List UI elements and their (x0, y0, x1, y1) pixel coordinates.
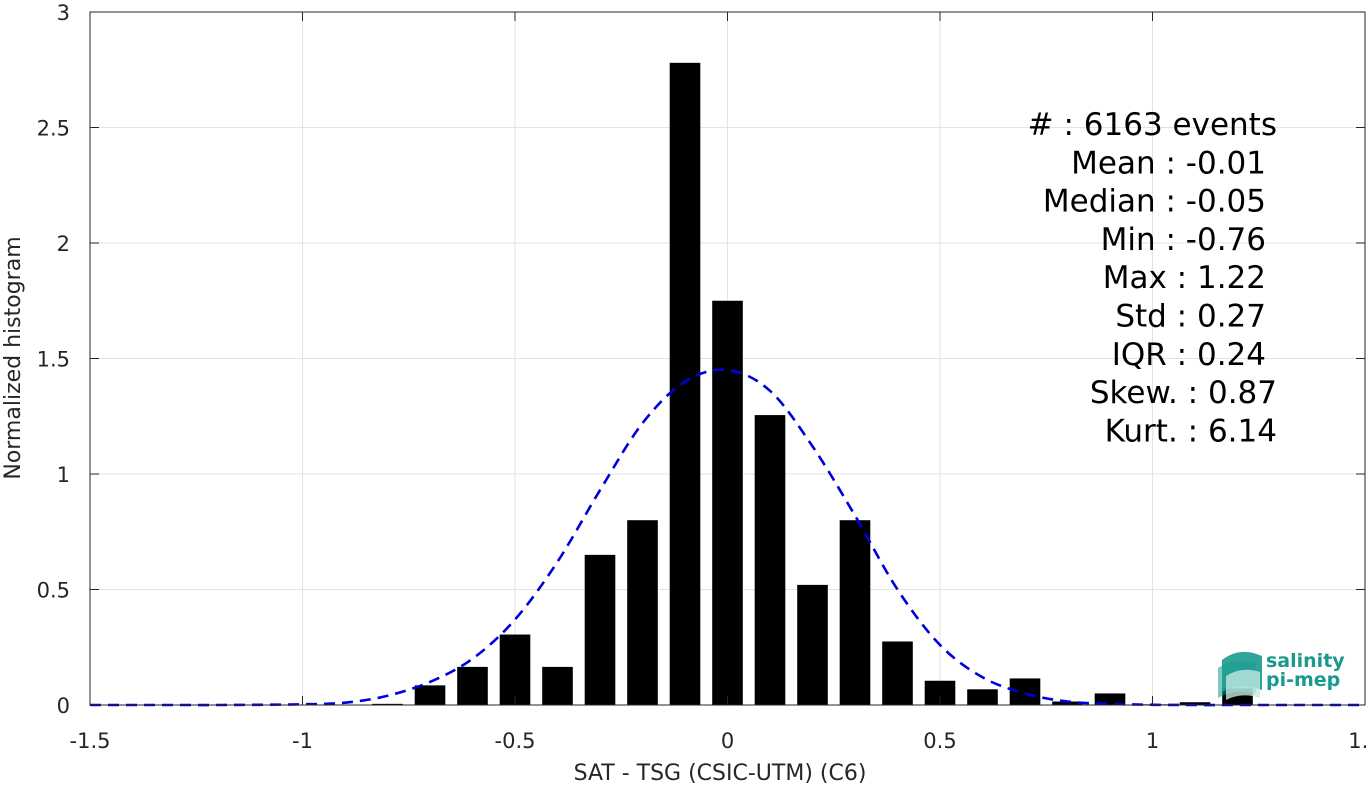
histogram-bar (1052, 701, 1083, 705)
x-tick-labels: -1.5 -1 -0.5 0 0.5 1 1.5 (70, 729, 1367, 753)
y-axis-label: Normalized histogram (1, 236, 26, 479)
y-tick-label: 0.5 (37, 579, 70, 603)
histogram-bar (499, 634, 531, 705)
histogram-bar (584, 554, 616, 705)
y-tick-label: 1.5 (37, 348, 70, 372)
stat-line: Median : -0.05 (1043, 184, 1266, 220)
stat-line: Skew. : 0.87 (1090, 375, 1277, 411)
stat-line: Std : 0.27 (1115, 299, 1266, 335)
svg-text:pi-mep: pi-mep (1266, 669, 1340, 691)
salinity-pimep-logo: salinity pi-mep (1218, 650, 1345, 700)
x-tick-label: -1.5 (70, 729, 111, 753)
x-tick-label: 1.5 (1348, 729, 1367, 753)
stat-line: Mean : -0.01 (1071, 145, 1266, 181)
svg-text:salinity: salinity (1266, 650, 1345, 672)
x-tick-label: -0.5 (495, 729, 536, 753)
histogram-bar (1009, 678, 1041, 705)
histogram-bar (627, 520, 658, 705)
y-tick-label: 1 (57, 463, 70, 487)
stat-line: IQR : 0.24 (1112, 337, 1266, 373)
y-tick-label: 2 (57, 232, 70, 256)
histogram-bar (967, 689, 998, 705)
y-tick-label: 3 (57, 1, 70, 25)
y-tick-label: 0 (57, 694, 70, 718)
stat-line: Min : -0.76 (1101, 222, 1266, 258)
gaussian-fit-curve (90, 368, 1365, 707)
axis-ticks (89, 11, 1366, 706)
histogram-bar (839, 520, 871, 705)
histogram-bar (754, 415, 786, 705)
histogram-bar (457, 666, 488, 705)
x-axis-label: SAT - TSG (CSIC-UTM) (C6) (574, 761, 867, 785)
histogram-bar (669, 62, 701, 705)
x-tick-label: 1 (1146, 729, 1159, 753)
y-tick-labels: 0 0.5 1 1.5 2 2.5 3 (37, 1, 70, 718)
histogram-bar (712, 300, 743, 705)
x-tick-label: 0.5 (923, 729, 956, 753)
histogram-bar (882, 641, 913, 705)
stat-line: # : 6163 events (1028, 107, 1277, 143)
x-tick-label: 0 (721, 729, 734, 753)
logo-wave-icon (1218, 651, 1262, 700)
histogram-bar (1094, 693, 1126, 705)
histogram-bars (372, 62, 1253, 705)
x-tick-label: -1 (292, 729, 313, 753)
histogram-bar (372, 703, 403, 705)
y-tick-label: 2.5 (37, 117, 70, 141)
histogram-bar (797, 584, 828, 705)
histogram-bar (414, 685, 446, 705)
histogram-bar (542, 666, 573, 705)
stat-line: Max : 1.22 (1103, 260, 1266, 296)
stat-line: Kurt. : 6.14 (1105, 413, 1277, 449)
logo-wave (1226, 669, 1260, 700)
histogram-bar (1179, 702, 1211, 705)
